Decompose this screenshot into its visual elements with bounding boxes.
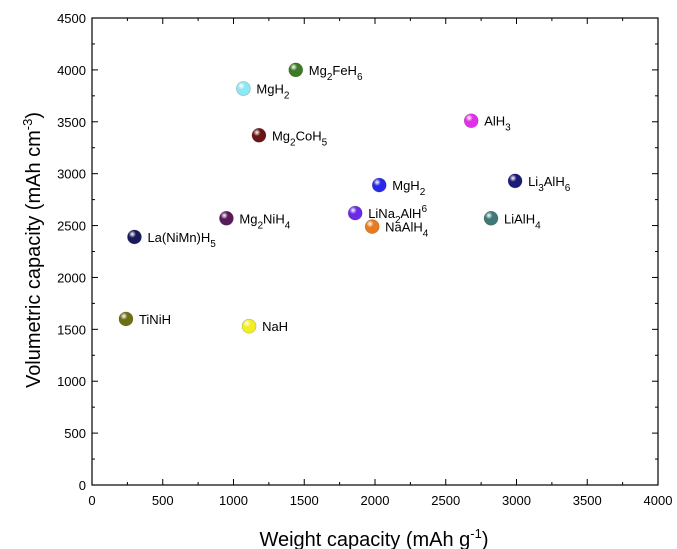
- y-tick-label: 1000: [57, 374, 86, 389]
- data-point: [364, 219, 380, 234]
- data-point: [241, 318, 257, 334]
- axes: 0 500 1000 1500 2000 2500 3000 3500 4000 0 500 1000…: [57, 11, 672, 508]
- y-axis-title: Volumetric capacity (mAh cm-3): [20, 112, 45, 388]
- point-label: Mg2CoH5: [272, 128, 328, 148]
- point-label: La(NiMn)H5: [147, 230, 216, 250]
- point-label: MgH2: [392, 178, 425, 198]
- y-tick-label: 2500: [57, 219, 86, 234]
- data-point: [288, 62, 304, 78]
- point-label: LiAlH4: [504, 211, 541, 231]
- y-tick-label: 4500: [57, 11, 86, 26]
- x-tick-label: 500: [152, 493, 174, 508]
- data-points: [118, 62, 523, 334]
- point-label: LiNa2AlH6: [368, 204, 427, 226]
- data-point: [483, 210, 499, 226]
- point-label: NaH: [262, 319, 288, 334]
- y-tick-label: 3000: [57, 167, 86, 182]
- data-point: [463, 113, 479, 129]
- data-point: [371, 177, 387, 193]
- point-label: Li3AlH6: [528, 174, 571, 194]
- x-tick-label: 0: [88, 493, 95, 508]
- x-axis-title: Weight capacity (mAh g-1): [259, 526, 488, 549]
- data-point: [251, 127, 267, 143]
- data-point: [127, 229, 142, 245]
- x-tick-label: 3000: [502, 493, 531, 508]
- data-point: [347, 205, 363, 221]
- data-point: [507, 173, 523, 189]
- y-tick-label: 3500: [57, 115, 86, 130]
- point-label: AlH3: [484, 114, 511, 134]
- point-labels: Mg2FeH6 MgH2 Mg2CoH5 AlH3 MgH2 Li3AlH6 LiNa2Al…: [139, 63, 571, 334]
- x-tick-label: 3500: [573, 493, 602, 508]
- point-label: MgH2: [256, 82, 289, 102]
- y-tick-label: 2000: [57, 270, 86, 285]
- x-tick-label: 1000: [219, 493, 248, 508]
- point-label: TiNiH: [139, 312, 171, 327]
- x-tick-label: 4000: [644, 493, 673, 508]
- x-tick-label: 2500: [431, 493, 460, 508]
- data-point: [219, 210, 234, 226]
- x-tick-label: 1500: [290, 493, 319, 508]
- y-tick-label: 0: [79, 478, 86, 493]
- y-tick-label: 1500: [57, 322, 86, 337]
- point-label: Mg2FeH6: [309, 63, 363, 83]
- data-point: [236, 81, 251, 96]
- x-tick-label: 2000: [361, 493, 390, 508]
- point-label: Mg2NiH4: [239, 211, 290, 231]
- y-tick-label: 4000: [57, 63, 86, 78]
- plot-frame: [91, 17, 659, 486]
- data-point: [118, 311, 134, 327]
- y-tick-label: 500: [64, 426, 86, 441]
- point-label: NaAlH4: [385, 220, 429, 240]
